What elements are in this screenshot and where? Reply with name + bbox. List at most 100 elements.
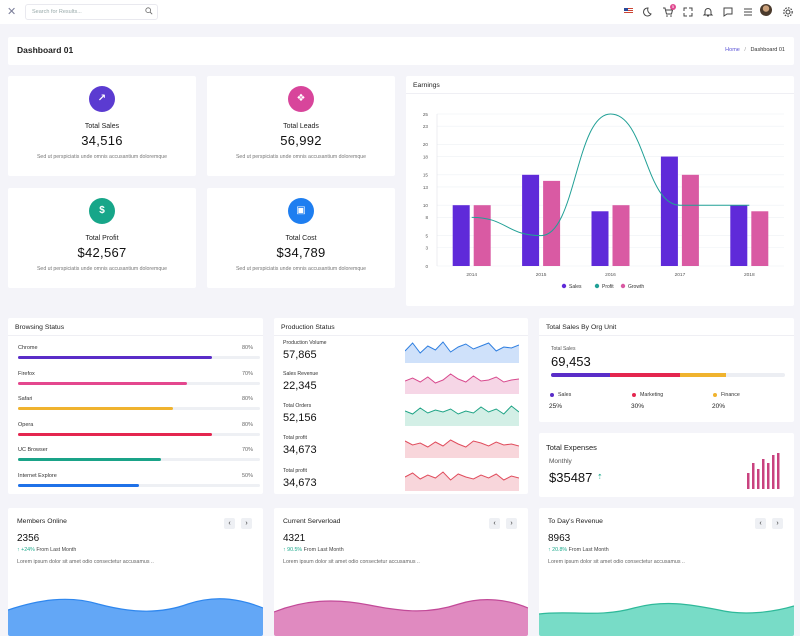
production-value: 57,865: [283, 349, 317, 361]
wave-line: [539, 602, 794, 615]
production-status-card: Production Status Production Volume 57,8…: [274, 318, 528, 494]
cart-icon[interactable]: [662, 5, 674, 17]
sparkline-chart: [405, 471, 519, 491]
progress-fill: [18, 432, 212, 436]
expenses-period: Monthly: [549, 458, 572, 465]
change-percent: +24%: [21, 547, 35, 553]
next-button[interactable]: ›: [241, 518, 252, 529]
mini-card-description: Lorem ipsum dolor sit amet odio consecte…: [17, 559, 154, 565]
change-note: From Last Month: [303, 547, 344, 553]
list-icon[interactable]: [742, 5, 754, 17]
org-legend-value: 20%: [712, 403, 726, 410]
breadcrumb-separator: /: [744, 47, 746, 53]
production-label: Sales Revenue: [283, 371, 319, 377]
sparkline-chart: [405, 439, 519, 458]
breadcrumb-home-link[interactable]: Home: [725, 47, 740, 53]
sparkline-line: [405, 471, 519, 481]
mini-card-members-online: Members Online ‹ › 2356 ↑ +24% From Last…: [8, 508, 263, 636]
bar-sales: [591, 211, 609, 266]
mini-card-title: Members Online: [17, 518, 67, 525]
progress-fill: [18, 407, 173, 410]
gear-icon[interactable]: [782, 5, 794, 17]
org-legend-item: Sales: [550, 392, 571, 398]
x-tick-label: 2015: [536, 272, 547, 278]
y-tick-label: 25: [423, 112, 429, 117]
progress-track: [18, 432, 260, 436]
legend-label: Finance: [721, 392, 740, 398]
legend-dot: [620, 283, 626, 289]
divider: [274, 335, 528, 336]
earnings-card: Earnings 0 3 5 8 10 13 15 18 20 23 25 2014 2015 2016 2…: [406, 76, 794, 306]
stat-label: Total Cost: [285, 235, 317, 242]
wave-line: [8, 598, 263, 612]
next-button[interactable]: ›: [506, 518, 517, 529]
prev-button[interactable]: ‹: [755, 518, 766, 529]
legend-dot: [550, 392, 554, 397]
production-value: 34,673: [283, 444, 317, 456]
sparkline-area: [405, 342, 519, 363]
earnings-chart: 0 3 5 8 10 13 15 18 20 23 25 2014 2015 2016 2017 2018 Sa…: [423, 112, 784, 290]
us-flag-icon[interactable]: [624, 8, 633, 14]
divider: [8, 335, 263, 336]
wave-line: [274, 599, 528, 613]
divider: [406, 93, 794, 94]
y-tick-label: 20: [423, 142, 429, 147]
bell-icon[interactable]: [702, 5, 714, 17]
browser-percent: 80%: [241, 396, 253, 402]
y-tick-label: 8: [425, 215, 428, 220]
y-tick-label: 0: [425, 264, 428, 269]
chat-icon[interactable]: [722, 5, 734, 17]
close-menu-icon[interactable]: ✕: [7, 6, 17, 18]
org-subtitle: Total Sales: [551, 346, 576, 352]
layers-icon: ❖: [288, 86, 314, 112]
mini-card-title: To Day's Revenue: [548, 518, 603, 525]
prev-button[interactable]: ‹: [489, 518, 500, 529]
prev-button[interactable]: ‹: [224, 518, 235, 529]
expense-bar: [772, 455, 775, 489]
progress-track: [18, 407, 260, 410]
segment-finance: [679, 373, 727, 377]
production-label: Total profit: [283, 468, 307, 474]
browser-percent: 80%: [241, 421, 253, 428]
bar-growth: [751, 211, 769, 266]
mini-card-current-serverload: Current Serverload ‹ › 4321 ↑ 90.5% From…: [274, 508, 528, 636]
stat-description: Sed ut perspiciatis unde omnis accusanti…: [235, 266, 367, 272]
progress-track: [18, 483, 260, 487]
moon-icon[interactable]: [641, 5, 653, 17]
segment-sales: [551, 373, 610, 377]
search-icon[interactable]: [145, 7, 153, 15]
mini-card-description: Lorem ipsum dolor sit amet odio consecte…: [283, 559, 420, 565]
arrow-up-icon: ⇡: [597, 474, 603, 481]
fullscreen-icon[interactable]: [682, 5, 694, 17]
bar-sales: [452, 205, 470, 266]
browser-percent: 50%: [241, 472, 253, 479]
stat-description: Sed ut perspiciatis unde omnis accusanti…: [36, 154, 168, 160]
y-tick-label: 18: [423, 154, 429, 159]
expense-bar: [752, 463, 755, 489]
wave-area: [539, 603, 794, 636]
stat-value: 56,992: [280, 133, 322, 148]
user-avatar[interactable]: [760, 4, 772, 16]
search-input[interactable]: Search for Results...: [25, 4, 158, 20]
progress-fill: [18, 381, 188, 385]
mini-card-change: ↑ 20.8% From Last Month: [548, 547, 609, 553]
change-note: From Last Month: [36, 547, 77, 553]
search-placeholder: Search for Results...: [32, 9, 82, 15]
progress-track: [18, 381, 260, 385]
mini-card-description: Lorem ipsum dolor sit amet odio consecte…: [548, 559, 685, 565]
stat-value: $42,567: [77, 245, 127, 260]
sparkline-chart: [405, 405, 519, 426]
legend-dot: [594, 283, 600, 289]
sparkline-line: [405, 341, 519, 354]
browser-name: Firefox: [18, 370, 35, 377]
browsing-title: Browsing Status: [15, 324, 65, 331]
stat-description: Sed ut perspiciatis unde omnis accusanti…: [235, 154, 367, 160]
bar-sales: [730, 205, 748, 266]
change-percent: 90.5%: [287, 547, 303, 553]
mini-card-change: ↑ +24% From Last Month: [17, 547, 76, 553]
org-segment-bar: [551, 373, 785, 377]
bar-growth: [543, 180, 561, 266]
production-label: Total Orders: [283, 403, 312, 409]
next-button[interactable]: ›: [772, 518, 783, 529]
progress-track: [18, 458, 260, 461]
